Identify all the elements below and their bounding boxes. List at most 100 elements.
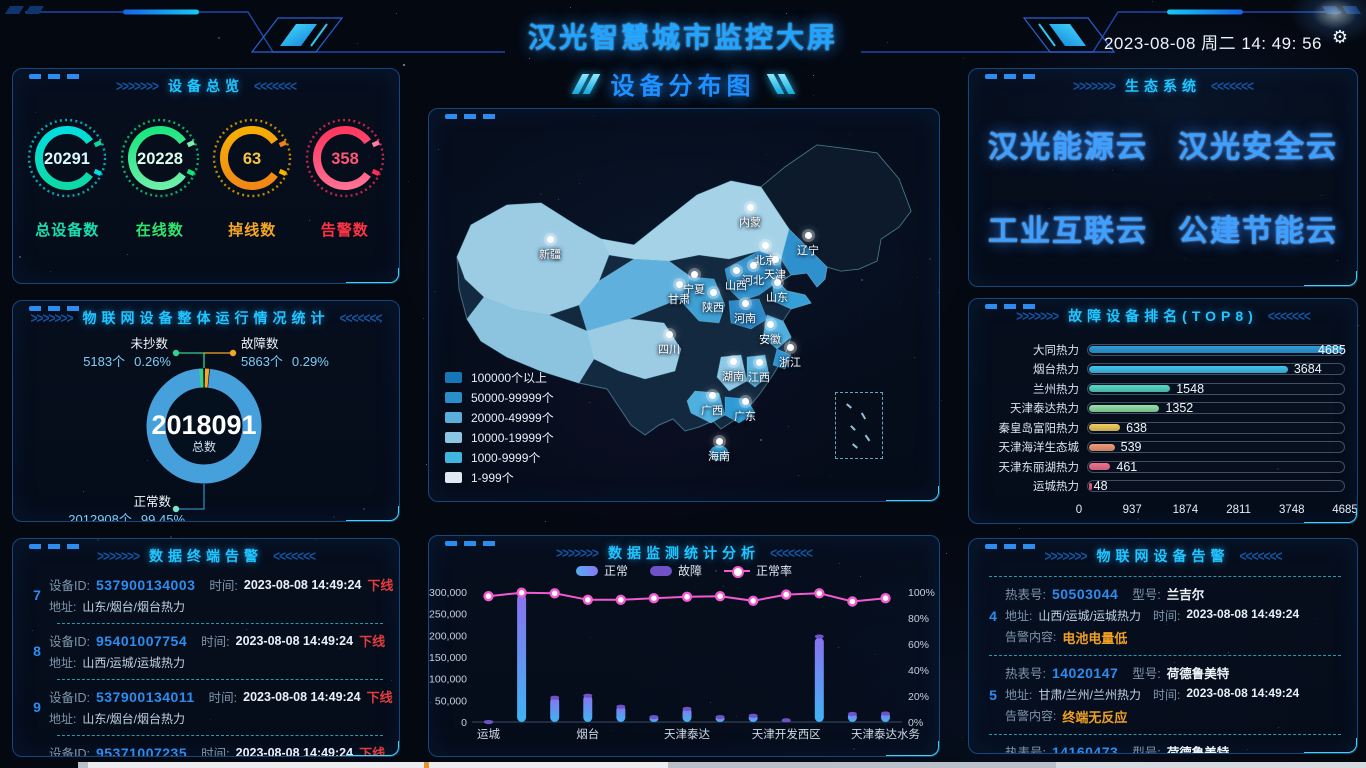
- panel-device-overview: >>>>>>> 设备总览 <<<<<<< 20291 总设备数 20228 在线…: [12, 68, 400, 284]
- ranking-row-兰州热力: 兰州热力 1548: [979, 379, 1345, 399]
- svg-text:天津泰达水务: 天津泰达水务: [851, 727, 920, 741]
- panel-title: 设备总览: [168, 78, 244, 94]
- donut-chart: 2018091 总数 未抄数 5183个 0.26% 故障数 5863个 0.29%…: [68, 336, 329, 522]
- fault-ranking-bars: 大同热力 4685 烟台热力 3684 兰州热力 1548 天津泰达热力 1352 秦皇…: [969, 326, 1357, 496]
- terminal-alarm-list[interactable]: 7 设备ID: 537900134003 时间: 2023-08-08 14:49:…: [13, 566, 399, 757]
- legend-swatch-icon: [445, 371, 462, 383]
- gauge-掉线数: 63 掉线数: [208, 116, 296, 240]
- svg-text:天津开发西区: 天津开发西区: [752, 727, 821, 741]
- bar-fill: [1089, 346, 1343, 354]
- legend-fault: 故障: [649, 562, 702, 579]
- bar-value: 461: [1116, 459, 1138, 474]
- terminal-alarm-row: 8 设备ID: 95401007754 时间: 2023-08-08 14:49:2…: [33, 632, 386, 671]
- svg-text:0%: 0%: [908, 717, 923, 729]
- row-divider: [989, 655, 1341, 656]
- panel-fault-ranking: >>>>>>> 故障设备排名(TOP8) <<<<<<< 大同热力 4685 烟台…: [968, 298, 1358, 524]
- bar-value: 1548: [1176, 381, 1205, 396]
- bar-fill: [1089, 404, 1160, 412]
- panel-iot-overall-stats: >>>>>>> 物联网设备整体运行情况统计 <<<<<<< 2018091 总数…: [12, 300, 400, 522]
- panel-ecosystem: >>>>>>> 生态系统 <<<<<<< 汉光能源云 汉光安全云 工业互联云 公建节能…: [968, 68, 1358, 287]
- legend-swatch-icon: [649, 565, 672, 576]
- svg-text:20228: 20228: [137, 150, 183, 168]
- panel-title: 数据监测统计分析: [608, 545, 760, 561]
- svg-text:80%: 80%: [908, 613, 929, 625]
- page-title: 汉光智慧城市监控大屏: [527, 22, 838, 53]
- arrows-right-icon: <<<<<<<: [1211, 77, 1254, 95]
- arrows-left-icon: >>>>>>>: [96, 547, 140, 565]
- ranking-row-天津东丽湖热力: 天津东丽湖热力 461: [979, 457, 1345, 477]
- bar-value: 3684: [1293, 362, 1322, 377]
- svg-text:运城: 运城: [477, 728, 500, 741]
- bar-value: 1352: [1165, 401, 1194, 416]
- bar-fill: [1089, 365, 1288, 373]
- bar-fill: [1089, 385, 1171, 393]
- panel-monitor-chart: >>>>>>> 数据监测统计分析 <<<<<<< 正常 故障 正常率 0 50,0…: [428, 535, 940, 757]
- cloud-label: 汉光能源云: [988, 131, 1148, 164]
- svg-text:100%: 100%: [908, 587, 935, 599]
- bar-track: [1087, 421, 1345, 434]
- map-legend-item: 1-999个: [445, 467, 554, 487]
- legend-swatch-icon: [445, 411, 462, 423]
- row-divider: [57, 623, 383, 624]
- svg-text:20291: 20291: [44, 150, 90, 168]
- arrows-left-icon: >>>>>>>: [115, 77, 159, 95]
- panel-china-map: 新疆 内蒙 辽宁 北京 天津 河北 山西 宁夏 甘肃 陕西 山东 河南 安徽 四川 浙江 湖南 江西 广西 广东 海南…: [428, 108, 940, 502]
- iot-alarm-row: 5 热表号: 14020147 型号: 荷德鲁美特 地址: 甘肃/兰州/兰州热力 时间…: [989, 664, 1300, 726]
- svg-text:63: 63: [243, 150, 261, 168]
- ecosystem-clouds: 汉光能源云汉光安全云工业互联云公建节能云智慧管道云: [969, 96, 1357, 286]
- svg-text:200,000: 200,000: [429, 630, 467, 642]
- bar-track: [1087, 441, 1345, 454]
- slice-label: 未抄数: [130, 336, 168, 351]
- panel-title: 故障设备排名(TOP8): [1068, 308, 1258, 324]
- map-legend-item: 10000-19999个: [445, 427, 554, 447]
- arrows-left-icon: >>>>>>>: [30, 309, 73, 327]
- row-divider: [989, 734, 1341, 735]
- arrows-left-icon: >>>>>>>: [1044, 547, 1087, 565]
- arrows-right-icon: <<<<<<<: [1267, 307, 1311, 325]
- arrows-right-icon: <<<<<<<: [254, 77, 297, 95]
- arrows-left-icon: >>>>>>>: [1072, 77, 1116, 95]
- cloud-label: 工业互联云: [988, 215, 1148, 248]
- svg-text:0: 0: [461, 717, 467, 729]
- row-divider: [57, 735, 383, 736]
- bar-fill: [1089, 482, 1092, 490]
- header: 汉光智慧城市监控大屏 2023-08-08 周二 14: 49: 56 ⚙: [0, 0, 1366, 62]
- map-legend-item: 1000-9999个: [445, 447, 554, 467]
- map-legend-item: 100000个以上: [445, 367, 554, 387]
- legend-swatch-icon: [445, 451, 462, 463]
- svg-text:天津泰达: 天津泰达: [664, 727, 710, 741]
- bar-fill: [1089, 463, 1111, 471]
- ranking-row-天津泰达热力: 天津泰达热力 1352: [979, 399, 1345, 419]
- iot-alarm-list[interactable]: 4 热表号: 50503044 型号: 兰吉尔 地址: 山西/运城/运城热力 时间: 2…: [969, 566, 1357, 754]
- svg-text:20%: 20%: [908, 691, 929, 703]
- iot-alarm-row: 6 热表号:14160473 型号:荷德鲁美特 地址:山西/大同/大同热力 时间…: [1005, 743, 1230, 754]
- header-decoration: [5, 6, 1361, 53]
- svg-text:40%: 40%: [908, 665, 929, 677]
- gauge-在线数: 20228 在线数: [116, 116, 204, 240]
- map-legend: 100000个以上 50000-99999个 20000-49999个 10000-1…: [445, 367, 554, 487]
- arrows-right-icon: <<<<<<<: [770, 544, 813, 562]
- panel-iot-alarms: >>>>>>> 物联网设备告警 <<<<<<< 4 热表号: 50503044 型…: [968, 538, 1358, 754]
- settings-gear-icon[interactable]: ⚙: [1331, 27, 1348, 47]
- datetime-display: 2023-08-08 周二 14: 49: 56: [1103, 34, 1322, 53]
- south-china-sea-inset: [835, 392, 883, 459]
- chart-legend: 正常 故障 正常率: [429, 562, 939, 579]
- slice-label: 故障数: [241, 336, 279, 351]
- arrows-left-icon: >>>>>>>: [1016, 307, 1059, 325]
- bar-value: 48: [1093, 479, 1108, 494]
- map-legend-item: 50000-99999个: [445, 387, 554, 407]
- donut-total-label: 总数: [192, 439, 216, 454]
- svg-text:358: 358: [331, 150, 359, 168]
- legend-normal: 正常: [575, 562, 628, 579]
- gauge-告警数: 358 告警数: [301, 116, 389, 240]
- svg-text:150,000: 150,000: [429, 652, 467, 664]
- panel-title: 物联网设备告警: [1096, 548, 1230, 564]
- terminal-alarm-row: 9 设备ID: 537900134011 时间: 2023-08-08 14:49:…: [33, 688, 393, 727]
- map-section-title: 设备分布图: [428, 66, 938, 101]
- cloud-label: 公建节能云: [1178, 215, 1338, 248]
- map-legend-item: 20000-49999个: [445, 407, 554, 427]
